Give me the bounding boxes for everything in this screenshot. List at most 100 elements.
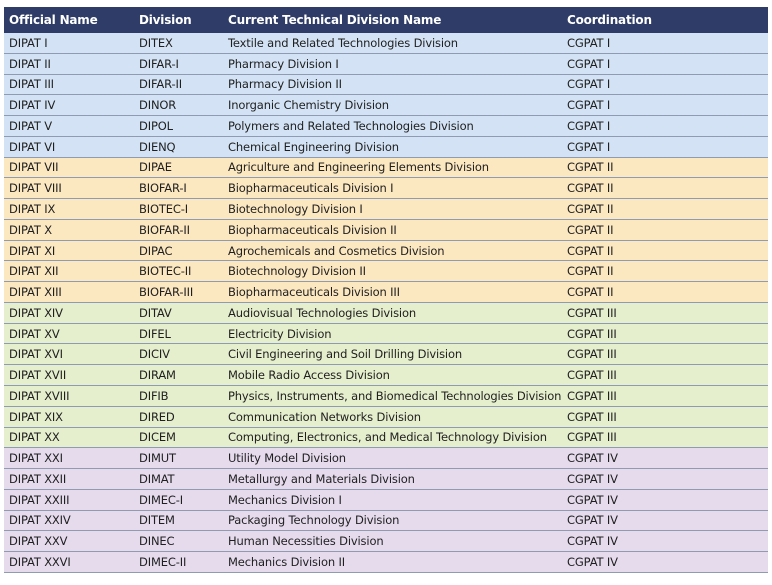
division-name-cell: Chemical Engineering Division — [223, 136, 562, 158]
division-name-cell: Biopharmaceuticals Division II — [223, 219, 562, 241]
division-cell: DITEX — [134, 33, 223, 54]
official-name-cell: DIPAT XVI — [4, 343, 134, 366]
division-name-cell: Civil Engineering and Soil Drilling Divi… — [223, 343, 562, 366]
header-division: Division — [134, 7, 223, 33]
coordination-cell: CGPAT III — [562, 427, 768, 449]
division-name-cell: Communication Networks Division — [223, 406, 562, 428]
official-name-cell: DIPAT XIX — [4, 406, 134, 428]
division-cell: DITEM — [134, 510, 223, 532]
table-row: DIPAT XVI DICIV Civil Engineering and Soil… — [4, 343, 768, 366]
division-cell: DIFEL — [134, 323, 223, 345]
division-name-cell: Mechanics Division II — [223, 551, 562, 573]
table-row: DIPAT I DITEX Textile and Related Technolo… — [4, 33, 768, 54]
division-table-container: Official Name Division Current Technical… — [4, 7, 768, 573]
official-name-cell: DIPAT V — [4, 115, 134, 137]
official-name-cell: DIPAT XVII — [4, 364, 134, 387]
official-name-cell: DIPAT XIII — [4, 281, 134, 303]
table-row: DIPAT XVIII DIFIB Physics, Instruments, an… — [4, 385, 768, 407]
division-cell: DICIV — [134, 343, 223, 366]
table-body: DIPAT I DITEX Textile and Related Technolo… — [4, 33, 768, 573]
official-name-cell: DIPAT XXV — [4, 530, 134, 553]
official-name-cell: DIPAT XV — [4, 323, 134, 345]
division-name-cell: Pharmacy Division I — [223, 53, 562, 75]
division-cell: DICEM — [134, 427, 223, 449]
division-cell: DIFAR-II — [134, 74, 223, 96]
official-name-cell: DIPAT XVIII — [4, 385, 134, 407]
division-cell: DIMEC-I — [134, 489, 223, 511]
coordination-cell: CGPAT IV — [562, 510, 768, 532]
coordination-cell: CGPAT I — [562, 53, 768, 75]
division-name-cell: Textile and Related Technologies Divisio… — [223, 33, 562, 54]
division-name-cell: Utility Model Division — [223, 447, 562, 470]
table-row: DIPAT V DIPOL Polymers and Related Technol… — [4, 115, 768, 137]
division-name-cell: Mobile Radio Access Division — [223, 364, 562, 387]
official-name-cell: DIPAT IV — [4, 94, 134, 117]
table-row: DIPAT XXV DINEC Human Necessities Division… — [4, 530, 768, 553]
official-name-cell: DIPAT I — [4, 33, 134, 54]
coordination-cell: CGPAT I — [562, 136, 768, 158]
coordination-cell: CGPAT II — [562, 260, 768, 283]
division-name-cell: Metallurgy and Materials Division — [223, 468, 562, 490]
table-row: DIPAT XX DICEM Computing, Electronics, and… — [4, 427, 768, 449]
division-name-cell: Agrochemicals and Cosmetics Division — [223, 240, 562, 262]
division-name-cell: Electricity Division — [223, 323, 562, 345]
coordination-cell: CGPAT I — [562, 74, 768, 96]
coordination-cell: CGPAT III — [562, 385, 768, 407]
official-name-cell: DIPAT XXIV — [4, 510, 134, 532]
division-name-cell: Human Necessities Division — [223, 530, 562, 553]
table-row: DIPAT IV DINOR Inorganic Chemistry Divisio… — [4, 94, 768, 117]
division-cell: BIOFAR-I — [134, 177, 223, 200]
coordination-cell: CGPAT II — [562, 198, 768, 220]
table-row: DIPAT VII DIPAE Agriculture and Engineerin… — [4, 157, 768, 179]
table-row: DIPAT XV DIFEL Electricity Division CGPAT I… — [4, 323, 768, 345]
official-name-cell: DIPAT VI — [4, 136, 134, 158]
table-row: DIPAT IX BIOTEC-I Biotechnology Division I… — [4, 198, 768, 220]
coordination-cell: CGPAT IV — [562, 530, 768, 553]
official-name-cell: DIPAT IX — [4, 198, 134, 220]
division-name-cell: Biotechnology Division II — [223, 260, 562, 283]
official-name-cell: DIPAT XXI — [4, 447, 134, 470]
official-name-cell: DIPAT XXVI — [4, 551, 134, 573]
division-name-cell: Biotechnology Division I — [223, 198, 562, 220]
table-row: DIPAT XXVI DIMEC-II Mechanics Division II C… — [4, 551, 768, 573]
coordination-cell: CGPAT I — [562, 94, 768, 117]
coordination-cell: CGPAT III — [562, 323, 768, 345]
coordination-cell: CGPAT III — [562, 406, 768, 428]
division-cell: BIOTEC-II — [134, 260, 223, 283]
division-cell: DIPAE — [134, 157, 223, 179]
table-row: DIPAT X BIOFAR-II Biopharmaceuticals Divis… — [4, 219, 768, 241]
division-cell: DINOR — [134, 94, 223, 117]
header-current-technical-division-name: Current Technical Division Name — [223, 7, 562, 33]
division-name-cell: Mechanics Division I — [223, 489, 562, 511]
table-row: DIPAT III DIFAR-II Pharmacy Division II CGP… — [4, 74, 768, 96]
division-cell: DIFIB — [134, 385, 223, 407]
division-name-cell: Computing, Electronics, and Medical Tech… — [223, 427, 562, 449]
coordination-cell: CGPAT I — [562, 33, 768, 54]
official-name-cell: DIPAT II — [4, 53, 134, 75]
header-official-name: Official Name — [4, 7, 134, 33]
table-row: DIPAT XI DIPAC Agrochemicals and Cosmetics… — [4, 240, 768, 262]
coordination-cell: CGPAT III — [562, 343, 768, 366]
coordination-cell: CGPAT II — [562, 157, 768, 179]
division-cell: DITAV — [134, 302, 223, 324]
table-row: DIPAT XII BIOTEC-II Biotechnology Division… — [4, 260, 768, 283]
coordination-cell: CGPAT II — [562, 240, 768, 262]
table-header: Official Name Division Current Technical… — [4, 7, 768, 33]
official-name-cell: DIPAT III — [4, 74, 134, 96]
coordination-cell: CGPAT IV — [562, 468, 768, 490]
table-row: DIPAT XIX DIRED Communication Networks Div… — [4, 406, 768, 428]
division-name-cell: Audiovisual Technologies Division — [223, 302, 562, 324]
official-name-cell: DIPAT X — [4, 219, 134, 241]
official-name-cell: DIPAT XIV — [4, 302, 134, 324]
division-cell: DIMAT — [134, 468, 223, 490]
coordination-cell: CGPAT II — [562, 219, 768, 241]
division-name-cell: Biopharmaceuticals Division III — [223, 281, 562, 303]
division-cell: DIPAC — [134, 240, 223, 262]
coordination-cell: CGPAT III — [562, 364, 768, 387]
table-row: DIPAT XIV DITAV Audiovisual Technologies D… — [4, 302, 768, 324]
division-name-cell: Inorganic Chemistry Division — [223, 94, 562, 117]
official-name-cell: DIPAT XX — [4, 427, 134, 449]
division-cell: DIPOL — [134, 115, 223, 137]
header-row: Official Name Division Current Technical… — [4, 7, 768, 33]
division-name-cell: Polymers and Related Technologies Divisi… — [223, 115, 562, 137]
